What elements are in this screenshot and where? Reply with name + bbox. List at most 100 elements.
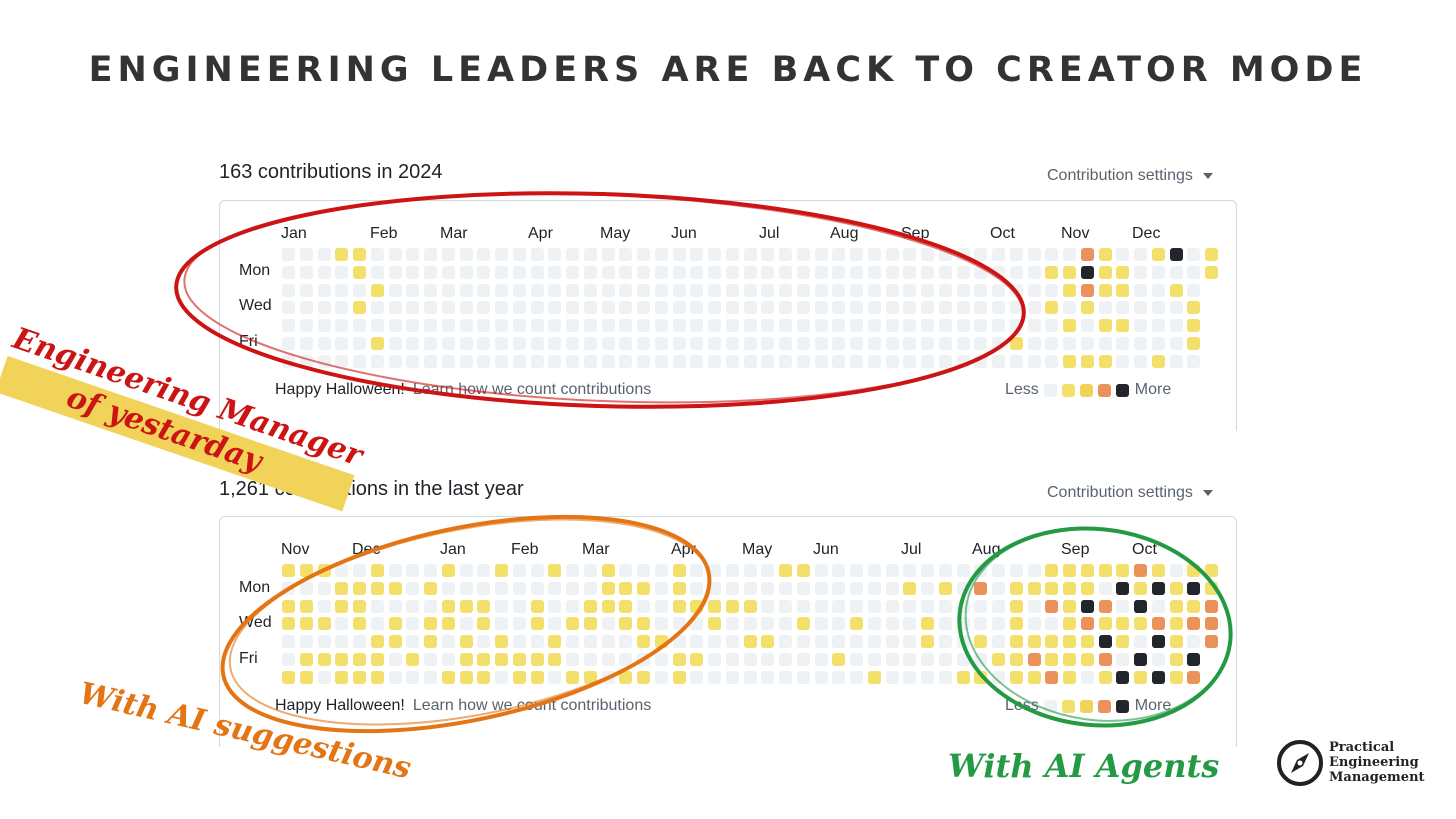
contribution-cell[interactable]: [1009, 319, 1023, 332]
contribution-cell[interactable]: [850, 248, 863, 261]
contribution-cell[interactable]: [1045, 248, 1059, 261]
contribution-cell[interactable]: [601, 617, 615, 631]
contribution-cell[interactable]: [992, 301, 1005, 315]
contribution-cell[interactable]: [672, 283, 686, 297]
contribution-cell[interactable]: [353, 581, 366, 595]
contribution-cell[interactable]: [459, 265, 473, 279]
contribution-cell[interactable]: [850, 283, 863, 297]
contribution-cell[interactable]: [1045, 354, 1059, 368]
contribution-cell[interactable]: [388, 319, 402, 332]
contribution-cell[interactable]: [1116, 354, 1130, 368]
contribution-cell[interactable]: [1027, 336, 1041, 350]
contribution-cell[interactable]: [335, 617, 349, 631]
contribution-cell[interactable]: [725, 248, 739, 261]
contribution-cell[interactable]: [299, 599, 313, 613]
contribution-cell[interactable]: [938, 564, 952, 577]
contribution-cell[interactable]: [317, 617, 331, 631]
contribution-cell[interactable]: [1151, 635, 1165, 648]
contribution-cell[interactable]: [619, 581, 633, 595]
contribution-cell[interactable]: [725, 301, 739, 315]
contribution-cell[interactable]: [1080, 354, 1094, 368]
contribution-cell[interactable]: [406, 617, 420, 631]
contribution-cell[interactable]: [956, 564, 970, 577]
contribution-cell[interactable]: [619, 248, 633, 261]
contribution-cell[interactable]: [512, 617, 526, 631]
contribution-cell[interactable]: [708, 599, 721, 613]
contribution-cell[interactable]: [779, 265, 792, 279]
contribution-cell[interactable]: [1134, 564, 1147, 577]
contribution-cell[interactable]: [388, 652, 402, 666]
contribution-cell[interactable]: [1205, 248, 1218, 261]
contribution-cell[interactable]: [548, 617, 562, 631]
contribution-cell[interactable]: [1063, 336, 1076, 350]
contribution-cell[interactable]: [477, 319, 491, 332]
contribution-cell[interactable]: [672, 581, 686, 595]
contribution-cell[interactable]: [1063, 599, 1076, 613]
contribution-cell[interactable]: [406, 599, 420, 613]
contribution-cell[interactable]: [353, 248, 366, 261]
contribution-cell[interactable]: [1098, 635, 1112, 648]
contribution-cell[interactable]: [814, 354, 828, 368]
contribution-cell[interactable]: [832, 354, 846, 368]
contribution-cell[interactable]: [282, 336, 295, 350]
contribution-cell[interactable]: [672, 617, 686, 631]
contribution-cell[interactable]: [1116, 599, 1130, 613]
contribution-cell[interactable]: [459, 599, 473, 613]
contribution-cell[interactable]: [743, 319, 757, 332]
contribution-cell[interactable]: [512, 319, 526, 332]
contribution-cell[interactable]: [317, 354, 331, 368]
contribution-cell[interactable]: [1027, 301, 1041, 315]
contribution-cell[interactable]: [335, 283, 349, 297]
contribution-cell[interactable]: [1134, 319, 1147, 332]
contribution-cell[interactable]: [424, 248, 437, 261]
contribution-cell[interactable]: [761, 354, 775, 368]
contribution-cell[interactable]: [424, 336, 437, 350]
contribution-cell[interactable]: [282, 283, 295, 297]
contribution-cell[interactable]: [583, 652, 597, 666]
contribution-cell[interactable]: [353, 652, 366, 666]
contribution-cell[interactable]: [1063, 670, 1076, 684]
contribution-cell[interactable]: [583, 564, 597, 577]
contribution-cell[interactable]: [743, 265, 757, 279]
contribution-cell[interactable]: [832, 670, 846, 684]
contribution-cell[interactable]: [796, 336, 810, 350]
contribution-cell[interactable]: [796, 599, 810, 613]
contribution-cell[interactable]: [796, 617, 810, 631]
contribution-cell[interactable]: [992, 652, 1005, 666]
contribution-cell[interactable]: [637, 301, 650, 315]
contribution-cell[interactable]: [1080, 635, 1094, 648]
contribution-cell[interactable]: [654, 617, 668, 631]
contribution-cell[interactable]: [672, 319, 686, 332]
contribution-cell[interactable]: [477, 301, 491, 315]
contribution-cell[interactable]: [761, 283, 775, 297]
contribution-cell[interactable]: [619, 265, 633, 279]
contribution-cell[interactable]: [1080, 265, 1094, 279]
contribution-cell[interactable]: [1045, 635, 1059, 648]
contribution-cell[interactable]: [956, 599, 970, 613]
contribution-cell[interactable]: [512, 670, 526, 684]
contribution-cell[interactable]: [317, 265, 331, 279]
contribution-cell[interactable]: [299, 670, 313, 684]
contribution-cell[interactable]: [1027, 635, 1041, 648]
contribution-cell[interactable]: [353, 265, 366, 279]
contribution-cell[interactable]: [335, 635, 349, 648]
contribution-cell[interactable]: [850, 617, 863, 631]
contribution-cell[interactable]: [1134, 652, 1147, 666]
contribution-cell[interactable]: [956, 336, 970, 350]
contribution-cell[interactable]: [1063, 265, 1076, 279]
contribution-cell[interactable]: [441, 354, 455, 368]
contribution-cell[interactable]: [867, 248, 881, 261]
contribution-cell[interactable]: [459, 336, 473, 350]
contribution-cell[interactable]: [335, 564, 349, 577]
contribution-cell[interactable]: [938, 617, 952, 631]
contribution-settings-button[interactable]: Contribution settings: [1047, 167, 1213, 185]
contribution-cell[interactable]: [1187, 248, 1201, 261]
contribution-cell[interactable]: [708, 265, 721, 279]
contribution-cell[interactable]: [974, 617, 988, 631]
contribution-cell[interactable]: [406, 652, 420, 666]
contribution-cell[interactable]: [672, 336, 686, 350]
contribution-cell[interactable]: [335, 319, 349, 332]
contribution-cell[interactable]: [814, 670, 828, 684]
contribution-cell[interactable]: [672, 670, 686, 684]
contribution-cell[interactable]: [1116, 319, 1130, 332]
